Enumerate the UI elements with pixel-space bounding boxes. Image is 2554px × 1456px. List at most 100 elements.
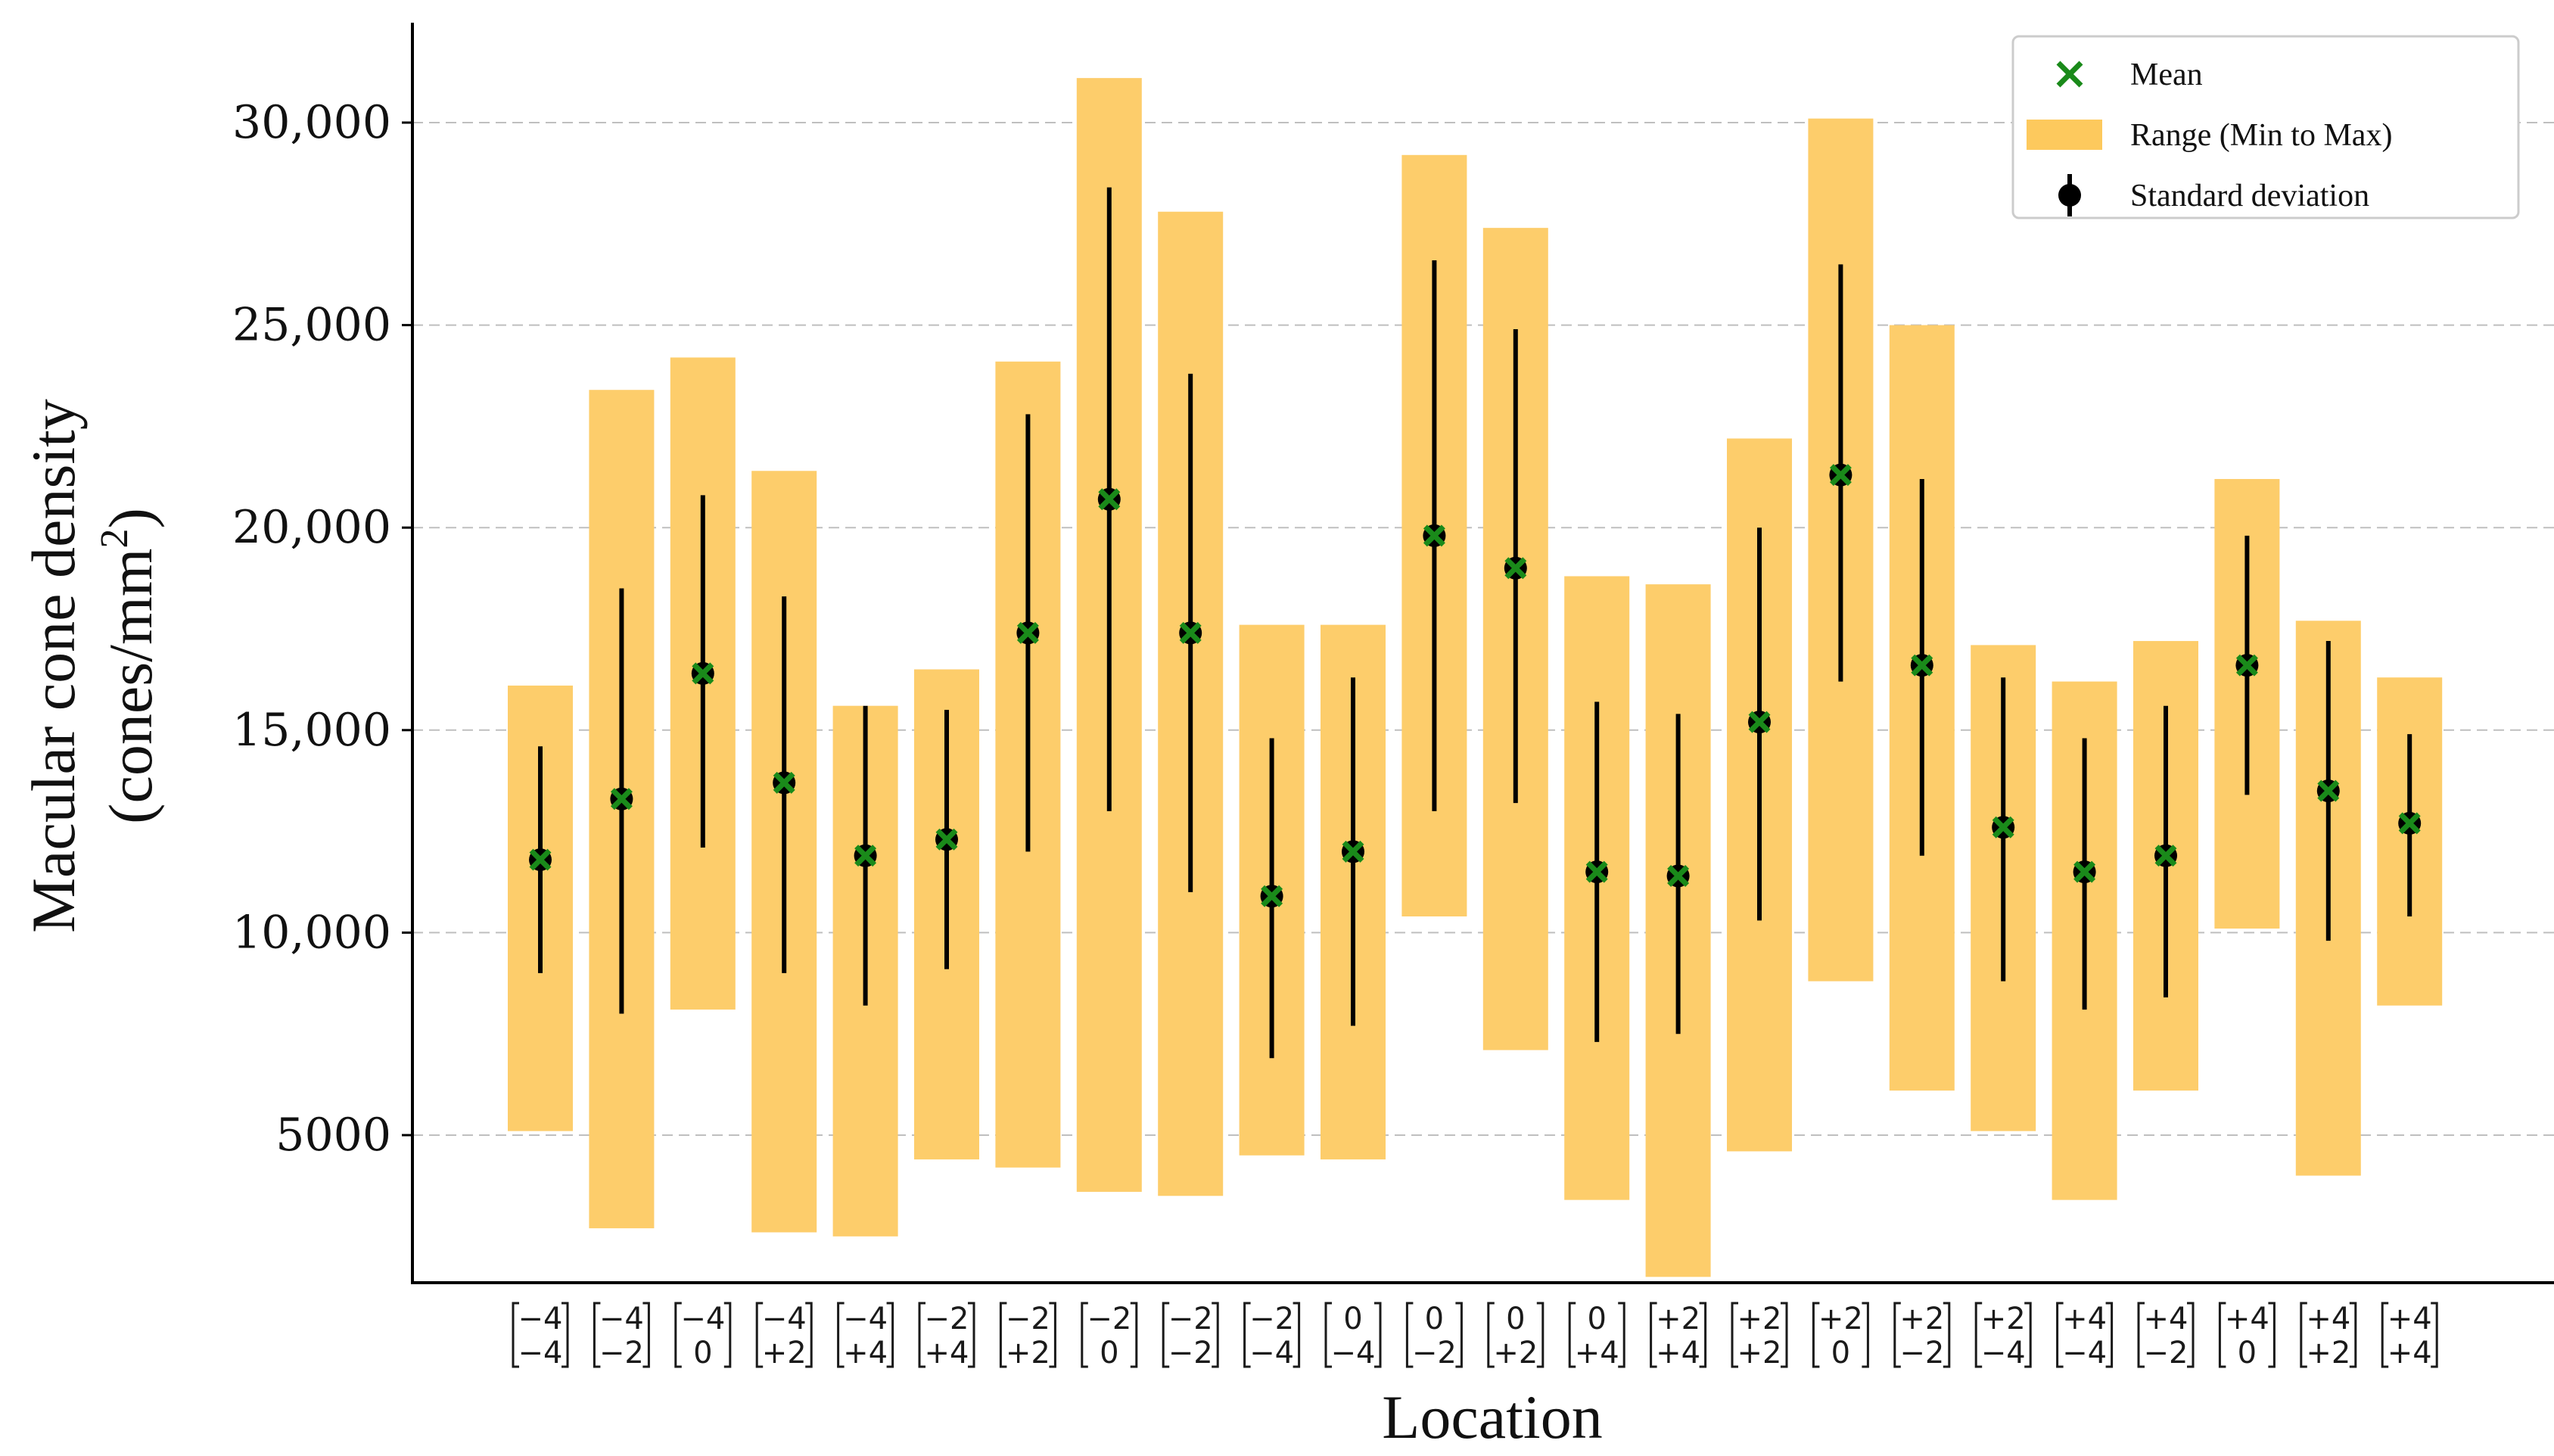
x-tick-label: +2−4 xyxy=(1974,1302,2032,1370)
x-tick-label: −2−2 xyxy=(1162,1302,1219,1370)
mean-marker xyxy=(1423,524,1446,547)
x-tick-label: 0−2 xyxy=(1405,1302,1463,1370)
x-tick-label: 0−4 xyxy=(1324,1302,1382,1370)
mean-marker xyxy=(1829,463,1853,487)
mean-marker xyxy=(1342,840,1364,863)
x-tick-label-bottom: +2 xyxy=(1737,1336,1782,1370)
mean-marker xyxy=(1748,711,1771,734)
x-tick-label-top: −2 xyxy=(1249,1302,1294,1336)
x-tick-label: +2+2 xyxy=(1731,1302,1788,1370)
x-tick-label-top: +4 xyxy=(2062,1302,2107,1336)
mean-marker xyxy=(1179,621,1202,645)
x-tick-label-bottom: −4 xyxy=(518,1336,563,1370)
x-tick-label: +2+4 xyxy=(1650,1302,1707,1370)
x-tick-label: +20 xyxy=(1812,1302,1869,1370)
legend-label: Mean xyxy=(2130,58,2203,92)
x-tick-label: −4+2 xyxy=(755,1302,813,1370)
x-tick-label-top: −4 xyxy=(843,1302,888,1336)
x-tick-label-top: −2 xyxy=(1087,1302,1131,1336)
legend-item: Standard deviation xyxy=(2058,174,2369,216)
x-tick-label: +40 xyxy=(2218,1302,2276,1370)
x-tick-label-top: +4 xyxy=(2144,1302,2188,1336)
y-tick-label: 10,000 xyxy=(232,906,391,959)
y-tick-label: 15,000 xyxy=(232,704,391,757)
x-tick-label-bottom: +4 xyxy=(2388,1336,2432,1370)
x-tick-label-top: +4 xyxy=(2225,1302,2269,1336)
x-tick-label-top: −2 xyxy=(1168,1302,1213,1336)
x-tick-label: 0+4 xyxy=(1568,1302,1625,1370)
x-tick-label-bottom: 0 xyxy=(1831,1336,1850,1370)
x-tick-label-bottom: −4 xyxy=(2062,1336,2107,1370)
x-tick-label: +2−2 xyxy=(1893,1302,1951,1370)
y-axis-title-line-1: Macular cone density xyxy=(19,399,88,933)
mean-marker xyxy=(610,787,633,810)
x-tick-label: −4−2 xyxy=(593,1302,650,1370)
y-axis-title-line-2: (cones/mm2) xyxy=(93,508,165,824)
y-tick-label: 5000 xyxy=(275,1109,391,1162)
x-tick-label: −20 xyxy=(1081,1302,1138,1370)
x-tick-label-bottom: 0 xyxy=(693,1336,712,1370)
range-bars xyxy=(508,78,2443,1277)
mean-marker xyxy=(691,661,714,685)
x-tick-label-top: −2 xyxy=(925,1302,969,1336)
legend-frame xyxy=(2011,35,2520,219)
x-axis-title: Location xyxy=(1382,1383,1602,1451)
mean-marker xyxy=(1992,816,2015,839)
mean-marker xyxy=(2154,844,2177,867)
x-tick-label-top: −4 xyxy=(680,1302,725,1336)
sd-errorbars xyxy=(538,187,2412,1059)
x-tick-label-top: 0 xyxy=(1425,1302,1444,1336)
x-tick-label: −2−4 xyxy=(1243,1302,1301,1370)
x-tick-label-top: +2 xyxy=(1899,1302,1944,1336)
mean-marker xyxy=(1016,621,1040,645)
y-axis-title-unit-close: ) xyxy=(96,508,165,528)
x-tick-label-bottom: −4 xyxy=(1981,1336,2026,1370)
x-tick-label-bottom: 0 xyxy=(2238,1336,2257,1370)
x-tick-label-bottom: −2 xyxy=(1168,1336,1213,1370)
x-tick-label-top: +2 xyxy=(1656,1302,1700,1336)
x-tick-label-bottom: +4 xyxy=(1575,1336,1619,1370)
legend-item: Range (Min to Max) xyxy=(2027,118,2392,153)
mean-marker xyxy=(2316,779,2340,803)
y-tick-label: 30,000 xyxy=(232,96,391,149)
x-tick-label: 0+2 xyxy=(1487,1302,1545,1370)
x-tick-label-top: 0 xyxy=(1506,1302,1525,1336)
x-ticks: −4−4−4−2−40−4+2−4+4−2+4−2+2−20−2−2−2−40−… xyxy=(512,1302,2438,1370)
x-tick-label: +4−4 xyxy=(2056,1302,2114,1370)
mean-marker xyxy=(935,828,958,851)
x-tick-label-bottom: +2 xyxy=(762,1336,807,1370)
legend-label: Standard deviation xyxy=(2130,179,2369,213)
x-tick-label-bottom: +2 xyxy=(2306,1336,2350,1370)
x-tick-label: +4−2 xyxy=(2137,1302,2195,1370)
x-tick-label-bottom: −2 xyxy=(2144,1336,2188,1370)
x-tick-label: +4+4 xyxy=(2381,1302,2438,1370)
x-tick-label-bottom: +2 xyxy=(1006,1336,1050,1370)
x-tick-label-bottom: −4 xyxy=(1249,1336,1294,1370)
x-tick-label-top: +2 xyxy=(1818,1302,1863,1336)
x-tick-label-bottom: −4 xyxy=(1331,1336,1376,1370)
x-tick-label-top: +2 xyxy=(1737,1302,1782,1336)
mean-marker xyxy=(1585,860,1609,884)
mean-marker xyxy=(1504,556,1527,580)
x-tick-label-bottom: +4 xyxy=(843,1336,888,1370)
mean-marker xyxy=(1260,885,1283,908)
mean-marker xyxy=(773,771,796,795)
x-tick-label-top: 0 xyxy=(1343,1302,1362,1336)
mean-marker xyxy=(2073,860,2096,884)
x-tick-label-top: −4 xyxy=(599,1302,644,1336)
x-tick-label: −40 xyxy=(674,1302,732,1370)
y-tick-label: 20,000 xyxy=(232,501,391,554)
mean-marker xyxy=(1910,654,1933,677)
x-tick-label-top: +4 xyxy=(2388,1302,2432,1336)
mean-markers xyxy=(529,463,2422,908)
x-tick-label: −2+4 xyxy=(918,1302,975,1370)
x-tick-label: +4+2 xyxy=(2300,1302,2357,1370)
y-axis-title: Macular cone density (cones/mm2) xyxy=(19,399,165,933)
mean-marker xyxy=(2398,811,2422,835)
legend: Mean Range (Min to Max) Standard deviation xyxy=(2011,35,2520,219)
mean-marker xyxy=(529,848,552,872)
x-tick-label-top: +2 xyxy=(1981,1302,2026,1336)
legend-item: Mean xyxy=(2056,58,2203,92)
x-tick-label-bottom: +2 xyxy=(1493,1336,1538,1370)
